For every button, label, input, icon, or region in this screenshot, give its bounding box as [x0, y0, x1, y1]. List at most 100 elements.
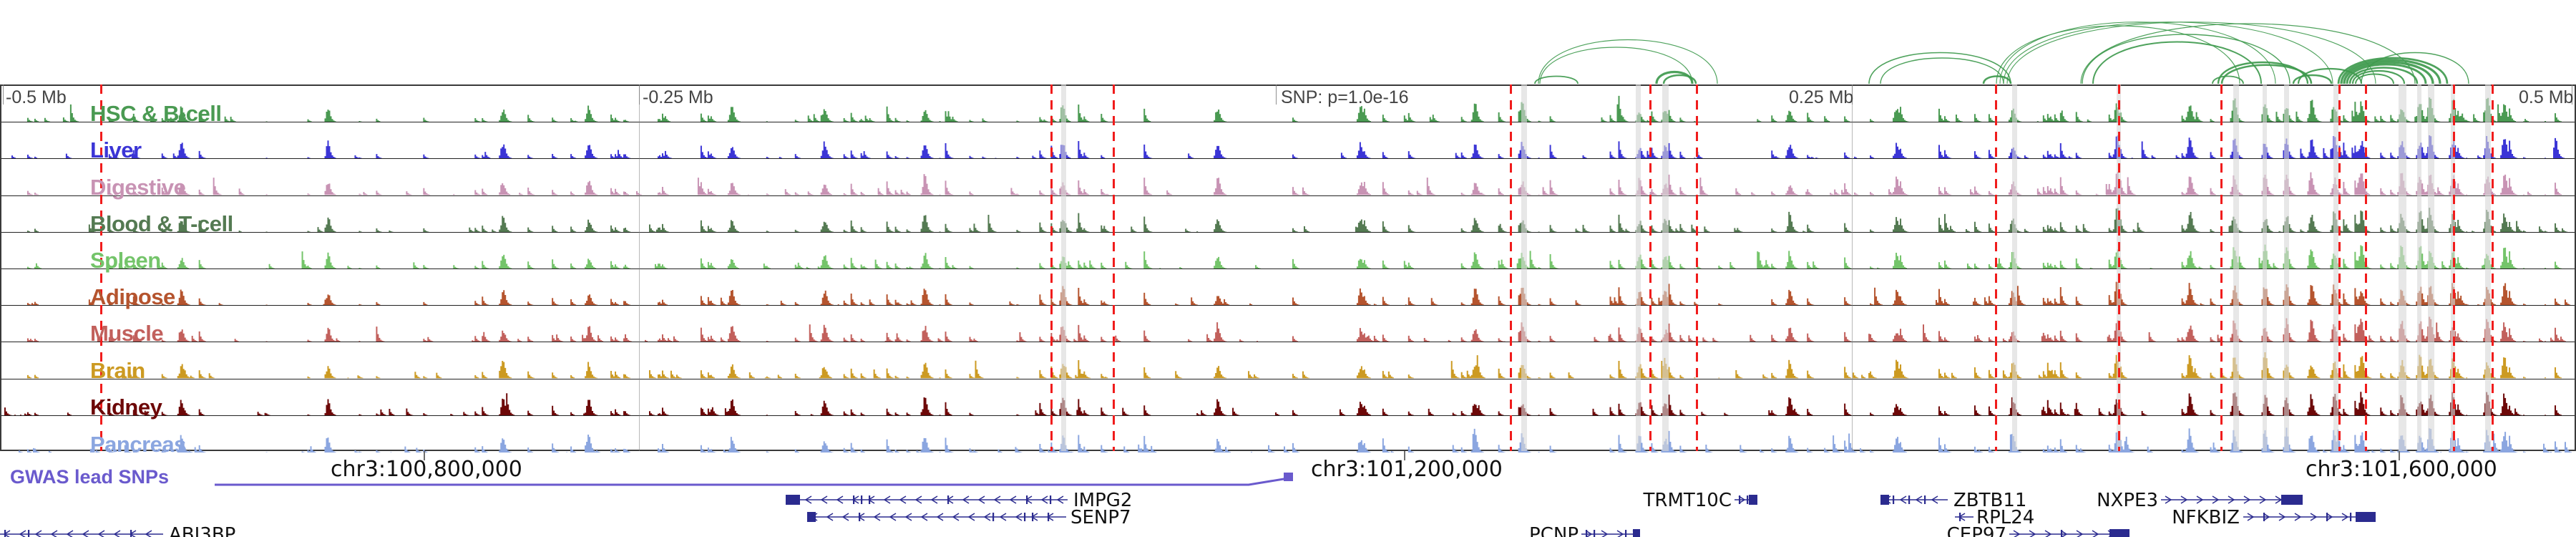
- gene-strand-arrow: [920, 513, 928, 521]
- chromatin-loop-arc[interactable]: [2082, 34, 2290, 84]
- gene-exon: [2263, 513, 2265, 521]
- chromatin-loop-arc[interactable]: [2220, 64, 2313, 84]
- gene-model[interactable]: PCNP: [1529, 524, 1640, 537]
- gwas-lead-snp-marker[interactable]: [1284, 473, 1293, 481]
- chromatin-loop-arc[interactable]: [1655, 70, 1694, 84]
- gene-strand-arrow: [2259, 495, 2267, 504]
- arc-svg: [1534, 21, 2469, 84]
- signal-track[interactable]: Adipose: [1, 269, 2575, 308]
- gene-strand-arrow: [1931, 495, 1938, 504]
- chromatin-loop-arc[interactable]: [2212, 75, 2244, 84]
- signal-track[interactable]: Blood & T-cell: [1, 196, 2575, 235]
- gene-coding-block: [1749, 495, 1757, 505]
- chromatin-loop-arc[interactable]: [1539, 47, 1693, 84]
- gene-exon: [861, 495, 863, 504]
- ruler-tick: [2399, 451, 2400, 460]
- gene-label: SENP7: [1070, 507, 1131, 528]
- chromatin-loop-arc[interactable]: [1662, 74, 1697, 84]
- chromatin-loop-arc[interactable]: [2092, 41, 2262, 84]
- chromatin-loop-arc[interactable]: [2340, 59, 2441, 84]
- gene-strand-arrow: [2029, 530, 2036, 537]
- gene-exon: [1739, 495, 1741, 504]
- signal-track[interactable]: HSC & B-cell: [1, 86, 2575, 125]
- gene-strand-arrow: [2294, 513, 2302, 521]
- signal-track[interactable]: Kidney: [1, 379, 2575, 418]
- gene-model[interactable]: ABI3BP: [0, 524, 235, 537]
- chromatin-loop-arc[interactable]: [2292, 74, 2333, 84]
- gene-strand-arrow: [2247, 513, 2255, 521]
- gene-label: NXPE3: [2097, 490, 2158, 511]
- gene-model[interactable]: NFKBIZ: [2172, 507, 2376, 528]
- gene-model[interactable]: TRMT10C: [1643, 490, 1758, 511]
- signal-track[interactable]: Digestive: [1, 159, 2575, 198]
- gene-strand-arrow: [1015, 513, 1023, 521]
- chromatin-loop-arc[interactable]: [1999, 21, 2276, 84]
- coordinate-ruler: chr3:100,800,000 chr3:101,200,000 chr3:101…: [0, 451, 2576, 482]
- gene-exon: [859, 513, 861, 521]
- gene-model[interactable]: RPL24: [1955, 507, 2034, 528]
- gene-strand-arrow: [2310, 513, 2318, 521]
- chromatin-loop-arc[interactable]: [2346, 63, 2427, 84]
- signal-track[interactable]: Spleen: [1, 233, 2575, 273]
- track-label-liver: Liver: [90, 137, 142, 163]
- gene-label: NFKBIZ: [2172, 507, 2240, 528]
- gene-exon: [28, 530, 30, 537]
- gene-svg: IMPG2 TRMT10C ZBTB11 NXPE3 SENP7 RPL24 NFKBIZ A…: [0, 490, 2376, 537]
- chromatin-loop-arc[interactable]: [2361, 52, 2469, 84]
- chromatin-loop-arc[interactable]: [2006, 21, 2376, 84]
- gene-strand-arrow: [2243, 495, 2251, 504]
- chromatin-loop-arc[interactable]: [2343, 61, 2434, 84]
- gene-exon: [853, 495, 855, 504]
- gene-exon: [869, 495, 871, 504]
- track-label-spleen: Spleen: [90, 247, 161, 273]
- gene-strand-arrow: [1738, 495, 1746, 504]
- chromatin-loop-arc[interactable]: [2003, 21, 2333, 84]
- chromatin-loop-arc[interactable]: [1868, 52, 2011, 84]
- gene-strand-arrow: [1601, 530, 1609, 537]
- gene-strand-arrow: [1056, 495, 1064, 504]
- gene-strand-arrow: [2228, 495, 2235, 504]
- signal-track[interactable]: Muscle: [1, 306, 2575, 344]
- gene-model[interactable]: IMPG2: [786, 490, 1132, 511]
- gene-strand-arrow: [2326, 513, 2333, 521]
- signal-track[interactable]: Liver: [1, 122, 2575, 163]
- signal-profile: [1, 316, 2575, 342]
- chromatin-loop-arc[interactable]: [1996, 25, 2240, 84]
- track-label-pancreas: Pancreas: [90, 431, 186, 457]
- chromatin-loop-arc[interactable]: [2355, 73, 2394, 84]
- signal-track[interactable]: Pancreas: [1, 416, 2575, 457]
- gene-coding-block: [807, 512, 816, 522]
- gene-strand-arrow: [883, 495, 891, 504]
- gwas-track-label: GWAS lead SNPs: [10, 466, 170, 488]
- gene-exon: [1026, 495, 1028, 504]
- gene-strand-arrow: [899, 495, 907, 504]
- gene-strand-arrow: [936, 513, 944, 521]
- gene-exon: [1024, 513, 1026, 521]
- gene-strand-arrow: [904, 513, 912, 521]
- gene-label: ABI3BP: [169, 524, 235, 537]
- chromatin-loop-arc[interactable]: [2337, 57, 2449, 84]
- chromatin-loop-arc[interactable]: [2351, 70, 2406, 84]
- gene-label: ZBTB11: [1953, 490, 2026, 511]
- chromatin-loop-arc[interactable]: [1534, 75, 1579, 84]
- gene-strand-arrow: [2180, 495, 2188, 504]
- gene-model[interactable]: ZBTB11: [1880, 490, 2026, 511]
- ruler-tick: [424, 451, 425, 460]
- gene-strand-arrow: [836, 495, 844, 504]
- gene-strand-arrow: [962, 495, 970, 504]
- gene-label: IMPG2: [1073, 490, 1132, 511]
- gene-strand-arrow: [999, 513, 1007, 521]
- signal-track[interactable]: Brain: [1, 342, 2575, 382]
- gene-model[interactable]: CEP97: [1947, 524, 2129, 537]
- gene-model[interactable]: NXPE3: [2097, 490, 2303, 511]
- gene-exon: [1893, 495, 1895, 504]
- gene-strand-arrow: [66, 530, 74, 537]
- gene-model[interactable]: SENP7: [807, 507, 1131, 528]
- gwas-svg: [215, 473, 1293, 486]
- chromatin-loop-arc[interactable]: [2348, 67, 2419, 84]
- gene-label: CEP97: [1947, 524, 2006, 537]
- gene-strand-arrow: [2076, 530, 2084, 537]
- gene-label: RPL24: [1976, 507, 2034, 528]
- chromatin-loop-arc[interactable]: [1538, 39, 1718, 84]
